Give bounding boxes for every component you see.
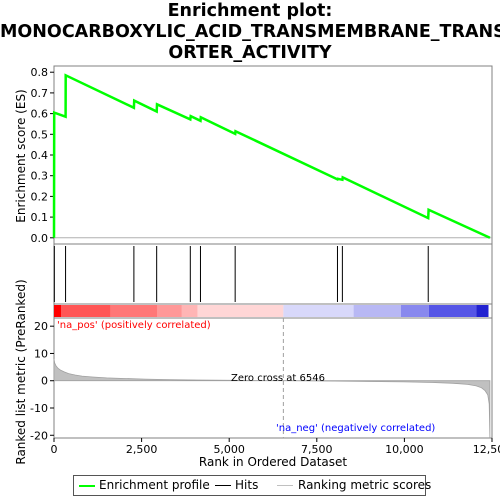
ranked-metric-area xyxy=(53,358,491,439)
legend-label-hits: Hits xyxy=(235,478,259,492)
es-y-tick-label: 0.8 xyxy=(31,66,49,79)
es-y-tick-label: 0.3 xyxy=(31,170,49,183)
x-tick-label: 7,500 xyxy=(301,443,333,456)
negative-correlation-label: 'na_neg' (negatively correlated) xyxy=(276,423,435,434)
x-tick-label: 12,500 xyxy=(473,443,500,456)
title-line-3: ORTER_ACTIVITY xyxy=(168,43,332,63)
colorbar-segment xyxy=(353,305,401,317)
legend-swatch-enrichment xyxy=(79,485,95,487)
colorbar-segment xyxy=(157,305,182,317)
es-y-tick-label: 0.7 xyxy=(31,87,49,100)
colorbar-layer xyxy=(54,305,489,317)
x-tick-label: 0 xyxy=(51,443,58,456)
title-line-2: MONOCARBOXYLIC_ACID_TRANSMEMBRANE_TRANSP xyxy=(0,22,500,42)
colorbar-segment xyxy=(400,305,429,317)
es-layer: 0.0 0.1 0.2 0.3 0.4 0.5 0.6 0.7 0.8 xyxy=(31,66,492,245)
enrichment-profile-line xyxy=(52,73,491,239)
title-line-1: Enrichment plot: xyxy=(167,1,333,21)
legend-swatch-hits xyxy=(215,485,231,486)
x-tick-label: 5,000 xyxy=(213,443,245,456)
metric-y-tick-label: -10 xyxy=(30,402,48,415)
colorbar-segment xyxy=(197,305,284,317)
x-tick-label: 10,000 xyxy=(385,443,424,456)
x-tick-label: 2,500 xyxy=(126,443,158,456)
es-y-axis-label: Enrichment score (ES) xyxy=(14,89,28,222)
zero-cross-label: Zero cross at 6546 xyxy=(231,373,325,384)
colorbar-segment xyxy=(476,305,489,317)
hits-layer xyxy=(53,246,429,302)
metric-panel-frame xyxy=(53,317,493,439)
metric-y-tick-label: -20 xyxy=(30,429,48,442)
metric-y-tick-label: 0 xyxy=(41,375,48,388)
es-y-tick-label: 0.0 xyxy=(31,232,49,245)
metric-layer: -20 -10 0 10 20 0 2,500 5,000 7,500 10,000 12,500 xyxy=(30,318,500,456)
metric-y-tick-label: 10 xyxy=(34,347,48,360)
es-y-tick-label: 0.6 xyxy=(31,108,49,121)
colorbar-segment xyxy=(428,305,477,317)
colorbar-segment xyxy=(110,305,158,317)
legend-swatch-metric xyxy=(277,485,293,486)
legend: Enrichment profile Hits Ranking metric s… xyxy=(73,475,431,496)
legend-label-metric: Ranking metric scores xyxy=(298,478,432,492)
positive-correlation-label: 'na_pos' (positively correlated) xyxy=(57,320,211,331)
metric-y-tick-label: 20 xyxy=(34,320,48,333)
es-y-tick-label: 0.1 xyxy=(31,211,49,224)
chart-title: Enrichment plot: MONOCARBOXYLIC_ACID_TRA… xyxy=(0,1,500,64)
metric-y-axis-label: Ranked list metric (PreRanked) xyxy=(14,279,28,464)
colorbar-segment xyxy=(283,305,354,317)
x-axis-label: Rank in Ordered Dataset xyxy=(199,455,347,469)
es-y-tick-label: 0.4 xyxy=(31,149,49,162)
hits-panel-frame xyxy=(53,243,493,305)
colorbar-segment xyxy=(54,305,62,317)
legend-label-enrichment: Enrichment profile xyxy=(99,478,210,492)
colorbar-segment xyxy=(181,305,198,317)
colorbar-segment xyxy=(61,305,111,317)
es-y-tick-label: 0.2 xyxy=(31,190,49,203)
es-y-tick-label: 0.5 xyxy=(31,128,49,141)
